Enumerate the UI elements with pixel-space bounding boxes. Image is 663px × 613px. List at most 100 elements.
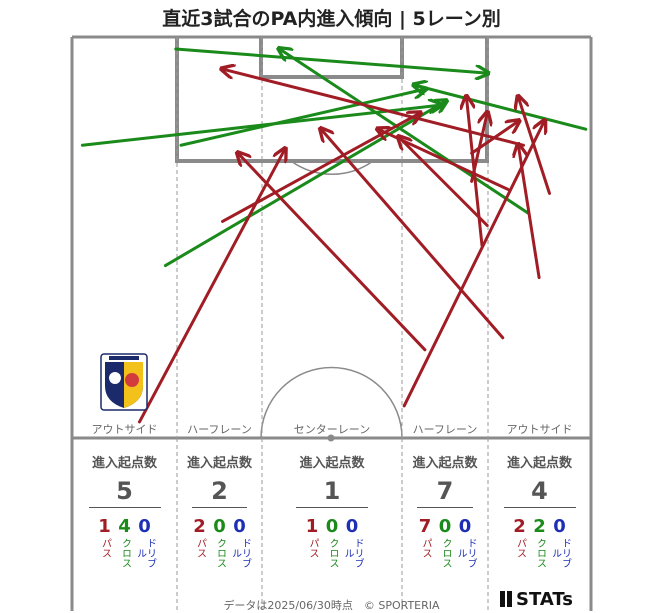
dribble-count-value: 0 [345,516,359,537]
pass-arrow [518,97,551,195]
dribble-count-label: ドリブル [134,538,156,568]
stats-divider [192,507,247,508]
cross-count-value: 2 [533,516,546,537]
stats-total: 2 [211,477,228,505]
cross-count-label: クロス [327,538,338,568]
stats-total: 5 [116,477,133,505]
dribble-count-label: ドリブル [549,538,571,568]
lane-stats: 進入起点数 2 [177,452,262,508]
pass-arrow [223,69,526,147]
chart-title: 直近3試合のPA内進入傾向 | 5レーン別 [162,8,501,30]
pass-count-value: 2 [193,516,206,537]
cross-count: 0 クロス [435,516,455,569]
lane-breakdown: 7 パス 0 クロス 0 ドリブル [415,516,476,569]
pass-arrow [518,145,541,280]
dribble-count: 0 ドリブル [455,516,476,569]
stats-divider [417,507,473,508]
stats-divider [88,507,161,508]
pass-count-label: パス [307,538,318,558]
dribble-count-label: ドリブル [229,538,251,568]
cross-count: 0 クロス [210,516,230,569]
cross-arrow [163,101,445,268]
pass-count-value: 1 [98,516,111,537]
pass-count-value: 1 [305,516,319,537]
lane-label: ハーフレーン [412,423,478,436]
dribble-count: 0 ドリブル [550,516,571,569]
pass-arrow [399,137,489,227]
dribble-count-value: 0 [458,516,472,537]
dribble-count-label: ドリブル [342,538,363,568]
pass-count: 1 パス [95,516,115,559]
lane-stats: 進入起点数 7 [402,452,488,508]
cross-count-value: 4 [118,516,131,537]
lane-stats: 進入起点数 1 [262,452,402,508]
pass-count-label: パス [99,538,111,558]
pass-count-label: パス [514,538,526,558]
stats-divider [296,507,368,508]
stats-divider [503,507,576,508]
cross-arrow [179,89,425,147]
stats-total: 1 [323,477,341,505]
dribble-count-value: 0 [138,516,151,537]
stats-header: 進入起点数 [506,456,572,471]
dribble-count-value: 0 [553,516,566,537]
stats-total: 4 [531,477,548,505]
cross-count: 2 クロス [530,516,550,569]
pass-count: 1 パス [302,516,322,559]
lane-breakdown: 2 パス 0 クロス 0 ドリブル [190,516,251,569]
lane-breakdown: 1 パス 0 クロス 0 ドリブル [302,516,363,569]
pass-arrow [321,129,505,340]
pass-count: 2 パス [510,516,530,559]
penalty-arc [290,160,374,175]
lane-stats: 進入起点数 4 [488,452,591,508]
brand-logo: STATs [500,589,573,610]
brand-mark-icon [500,591,512,607]
pass-count-value: 2 [513,516,526,537]
dribble-count-value: 0 [233,516,246,537]
stats-header: 進入起点数 [91,456,157,471]
pass-arrow [470,121,519,155]
lane-breakdown: 1 パス 4 クロス 0 ドリブル [95,516,156,569]
stats-header: 進入起点数 [299,456,365,471]
lane-label: アウトサイド [506,423,573,436]
cross-count-value: 0 [438,516,452,537]
cross-count: 4 クロス [115,516,135,569]
pass-arrow [466,97,484,248]
cross-count-value: 0 [213,516,226,537]
pass-arrow [137,149,284,424]
cross-count-label: クロス [214,538,226,568]
pass-count: 7 パス [415,516,435,559]
cross-count-label: クロス [534,538,546,568]
cross-count-value: 0 [325,516,339,537]
dribble-count: 0 ドリブル [342,516,363,569]
lane-label: センターレーン [293,423,371,436]
cross-count: 0 クロス [322,516,342,569]
cross-arrow [415,85,588,131]
pass-count-value: 7 [418,516,432,537]
center-spot [327,434,335,442]
arrows-layer [80,47,588,424]
brand-text: STATs [516,589,573,610]
cross-count-label: クロス [119,538,131,568]
cross-arrow [174,47,487,73]
stats-total: 7 [436,477,454,505]
pass-arrow [238,153,427,352]
lane-stats: 進入起点数 5 [72,452,177,508]
lane-label: アウトサイド [91,423,158,436]
center-circle [260,366,403,439]
footer-text: データは2025/06/30時点 © SPORTERIA [223,599,440,612]
cross-arrow [280,49,531,215]
pass-count-label: パス [194,538,206,558]
dribble-count: 0 ドリブル [230,516,251,569]
lane-breakdown: 2 パス 2 クロス 0 ドリブル [510,516,571,569]
cross-count-label: クロス [440,538,451,568]
stats-header: 進入起点数 [186,456,252,471]
stats-header: 進入起点数 [412,456,478,471]
dribble-count-label: ドリブル [455,538,476,568]
pass-count-label: パス [420,538,431,558]
dribble-count: 0 ドリブル [135,516,156,569]
pass-count: 2 パス [190,516,210,559]
club-crest [100,353,148,411]
lane-label: ハーフレーン [187,423,252,436]
